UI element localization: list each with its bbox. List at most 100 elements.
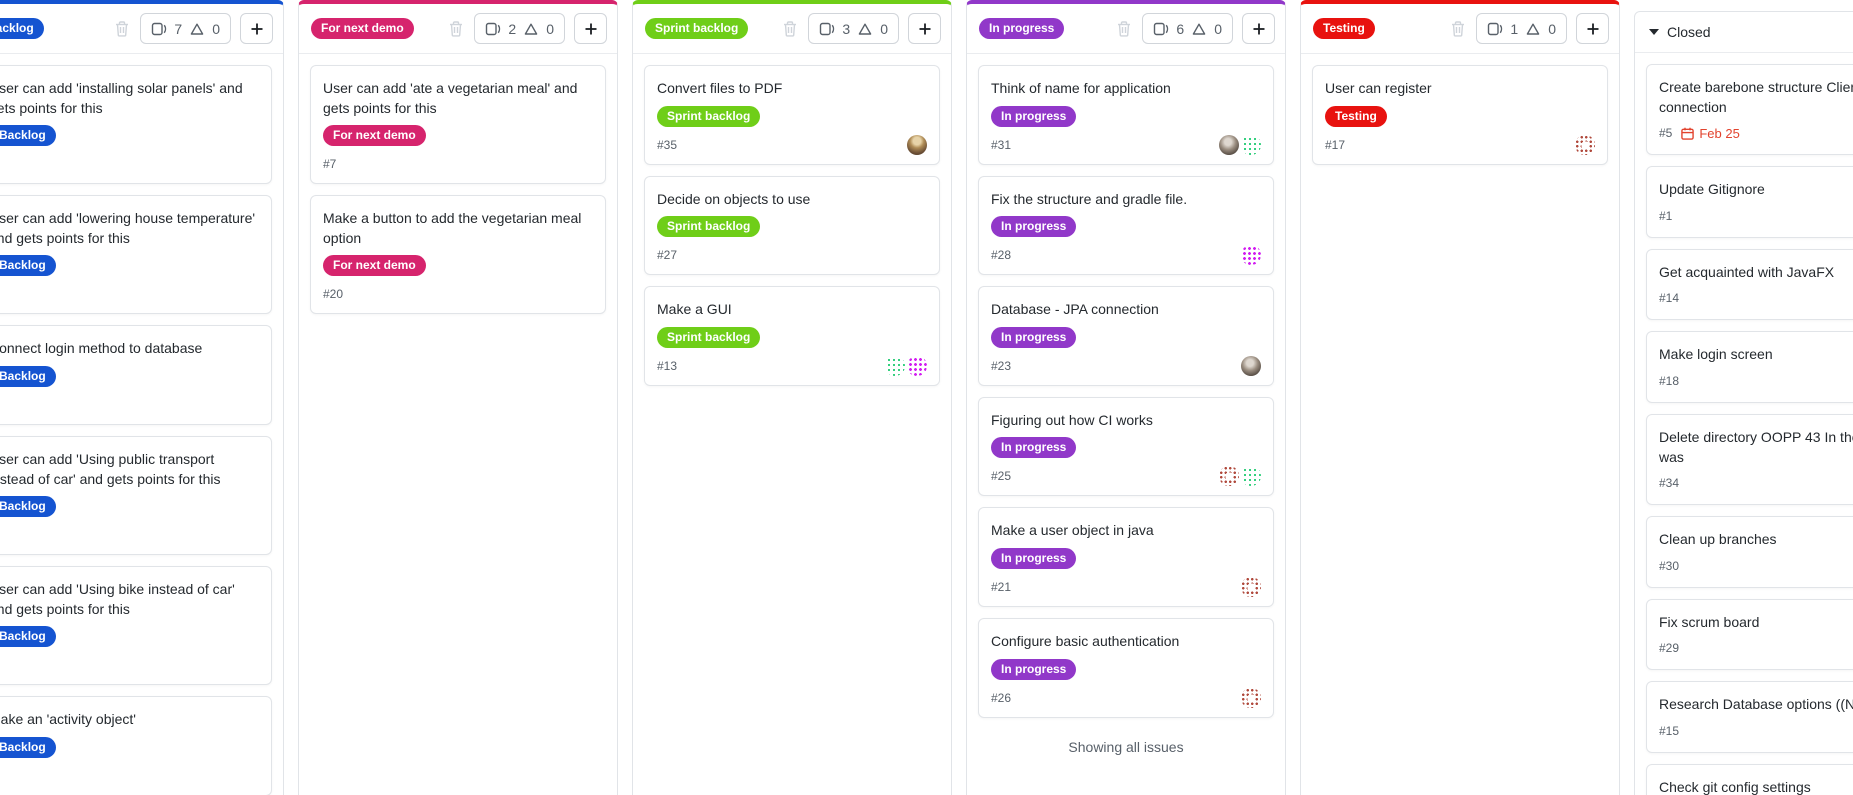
card-footer: #31 [991,134,1261,156]
issue-card[interactable]: User can add 'installing solar panels' a… [0,65,272,185]
issue-card[interactable]: Decide on objects to use Sprint backlog … [644,175,940,276]
add-card-button[interactable] [1242,13,1275,44]
issue-card[interactable]: User can add 'Using bike instead of car'… [0,566,272,686]
add-card-button[interactable] [908,13,941,44]
issue-card[interactable]: Make a button to add the vegetarian meal… [310,195,606,315]
closed-issue-card[interactable]: Research Database options ((No)SQL?) #15 [1646,681,1853,753]
column-header: Backlog [0,4,283,54]
issue-card[interactable]: Connect login method to database Backlog [0,325,272,425]
card-label-pill: Sprint backlog [657,326,761,348]
card-footer: #1 [1659,205,1853,227]
card-count-icon [819,21,835,37]
card-avatars [1241,355,1261,376]
card-number: #14 [1659,291,1680,306]
delete-column-button[interactable] [1115,20,1133,37]
card-number: #26 [991,690,1012,705]
alerts-count: 0 [1548,20,1556,37]
avatar [1241,687,1261,708]
card-avatars [1219,134,1261,155]
trash-icon [1451,20,1465,37]
closed-issue-card[interactable]: Make login screen #18 [1646,331,1853,403]
add-card-button[interactable] [240,13,273,44]
issue-card[interactable]: Configure basic authentication In progre… [978,617,1274,718]
issue-card[interactable]: User can register Testing #17 [1312,65,1608,165]
closed-issue-card[interactable]: Create barebone structure Client-Server … [1646,64,1853,156]
card-footer [0,654,259,676]
add-card-button[interactable] [574,13,607,44]
card-label-pill: In progress [991,547,1077,569]
closed-issue-card[interactable]: Delete directory OOPP 43 In the beginnin… [1646,413,1853,506]
issue-card[interactable]: User can add 'ate a vegetarian meal' and… [310,65,606,185]
card-label-pill: Backlog [0,365,56,387]
closed-issue-card[interactable]: Fix scrum board #29 [1646,598,1853,671]
avatar [1219,466,1239,487]
column-header-actions: 6 0 [1115,13,1275,44]
card-label-pill: In progress [991,216,1077,238]
column-counts: 2 0 [474,13,565,44]
issue-card[interactable]: Convert files to PDF Sprint backlog #35 [644,65,940,165]
plus-icon [584,22,598,36]
closed-issue-card[interactable]: Update Gitignore #1 [1646,166,1853,238]
delete-column-button[interactable] [781,20,799,37]
alerts-count: 0 [880,20,888,37]
card-title: User can add 'installing solar panels' a… [0,80,243,116]
column-label-pill: In progress [979,18,1065,39]
card-title: User can register [1325,80,1432,96]
card-title: Research Database options ((No)SQL?) [1659,696,1853,713]
avatar [1241,576,1261,597]
card-list: User can register Testing #17 [1301,54,1619,176]
alerts-count: 0 [546,20,554,37]
issue-card[interactable]: Make a GUI Sprint backlog #13 [644,286,940,386]
card-footer [0,394,259,416]
card-avatars [1241,687,1261,708]
card-title: Configure basic authentication [991,632,1180,649]
card-count-icon [1487,21,1503,37]
issue-card[interactable]: User can add 'lowering house temperature… [0,195,272,315]
card-footer: #20 [323,283,593,305]
add-card-button[interactable] [1576,13,1609,44]
issue-card[interactable]: Make an 'activity object' Backlog [0,696,272,795]
plus-icon [1586,22,1600,36]
issue-card[interactable]: Fix the structure and gradle file. In pr… [978,175,1274,276]
delete-column-button[interactable] [1449,20,1467,37]
closed-issue-card[interactable]: Get acquainted with JavaFX #14 [1646,248,1853,321]
closed-issue-card[interactable]: Clean up branches #30 [1646,516,1853,588]
card-avatars [907,134,927,155]
issue-card[interactable]: Think of name for application In progres… [978,65,1274,165]
issue-card[interactable]: User can add 'Using public transport ins… [0,435,272,556]
issue-card[interactable]: Make a user object in java In progress #… [978,507,1274,607]
column-label-pill: Backlog [0,18,44,39]
board-column: Backlog [0,0,284,795]
card-number: #30 [1659,558,1680,573]
card-footer: #15 [1659,720,1853,742]
column-header-actions: 2 0 [447,13,607,44]
card-number: #29 [1659,641,1680,656]
closed-header-toggle[interactable]: Closed [1635,12,1853,53]
card-title: Database - JPA connection [991,301,1159,318]
card-label-pill: In progress [991,105,1077,127]
alert-count-icon [523,21,539,37]
card-number: #27 [657,248,678,263]
delete-column-button[interactable] [113,20,131,37]
card-title: Get acquainted with JavaFX [1659,263,1835,280]
issue-card[interactable]: Database - JPA connection In progress #2… [978,286,1274,386]
alert-count-icon [1191,21,1207,37]
card-title: User can add 'Using bike instead of car'… [0,581,235,617]
card-footer: #21 [991,576,1261,598]
issue-card[interactable]: Figuring out how CI works In progress #2… [978,396,1274,497]
avatar [885,355,905,376]
card-title: Make a button to add the vegetarian meal… [323,210,582,246]
board-column: Testing [1300,0,1620,795]
card-title: Create barebone structure Client-Server … [1659,79,1853,115]
card-label-pill: Backlog [0,125,56,147]
column-label-pill: Testing [1313,18,1375,39]
card-number: #23 [991,358,1012,373]
avatar [1241,466,1261,487]
card-footer: #18 [1659,370,1853,392]
delete-column-button[interactable] [447,20,465,37]
card-title: Make login screen [1659,346,1773,363]
card-list: Convert files to PDF Sprint backlog #35 … [633,54,951,397]
closed-issue-card[interactable]: Check git config settings #3 [1646,763,1853,795]
closed-title: Closed [1667,24,1711,40]
card-avatars [1241,245,1261,266]
